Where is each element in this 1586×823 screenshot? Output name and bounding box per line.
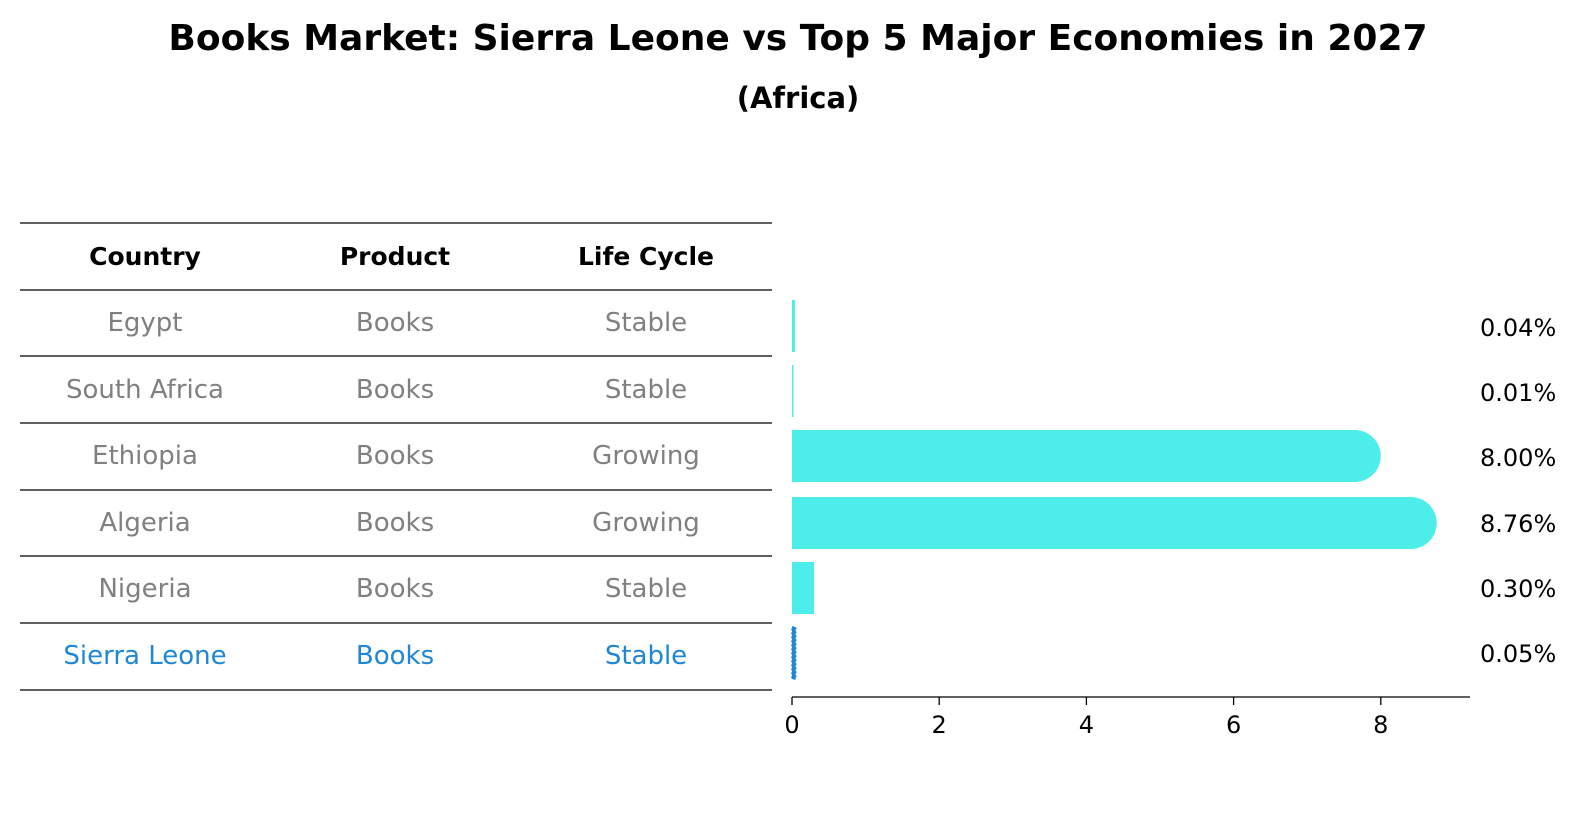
- table-cell: Books: [356, 508, 434, 538]
- table-header: Life Cycle: [578, 242, 714, 271]
- table-cell: Egypt: [107, 308, 182, 338]
- table-cell: Nigeria: [98, 574, 191, 604]
- value-labels: 0.04% 0.01% 8.00% 8.76% 0.30% 0.05%: [1480, 314, 1556, 668]
- x-tick-label: 6: [1226, 711, 1241, 739]
- value-label: 0.30%: [1480, 575, 1556, 603]
- x-tick-label: 0: [784, 711, 799, 739]
- table-cell: South Africa: [66, 375, 224, 405]
- table-cell: Ethiopia: [92, 441, 198, 471]
- value-label: 0.01%: [1480, 379, 1556, 407]
- table-cell: Books: [356, 308, 434, 338]
- value-label: 8.76%: [1480, 510, 1556, 538]
- bar-nigeria: [792, 562, 815, 614]
- x-tick-label: 2: [932, 711, 947, 739]
- value-label: 8.00%: [1480, 444, 1556, 472]
- chart-title: Books Market: Sierra Leone vs Top 5 Majo…: [168, 18, 1427, 59]
- bar-sierra-leone: [791, 626, 797, 680]
- chart-subtitle: (Africa): [737, 81, 860, 115]
- value-label: 0.04%: [1480, 314, 1556, 342]
- bar-ethiopia: [792, 430, 1381, 482]
- bar-algeria: [792, 497, 1437, 549]
- table-cell: Growing: [592, 441, 700, 471]
- table-cell: Books: [356, 641, 434, 671]
- x-tick-label: 4: [1079, 711, 1094, 739]
- x-axis: 0 2 4 6 8: [784, 696, 1470, 739]
- table-cell: Stable: [605, 641, 687, 671]
- table-cell: Books: [356, 441, 434, 471]
- table-cell: Growing: [592, 508, 700, 538]
- bar-south-africa: [792, 365, 794, 417]
- x-tick-label: 8: [1373, 711, 1388, 739]
- bar-series: [791, 300, 1437, 680]
- table-header: Product: [340, 242, 450, 271]
- table-cell: Stable: [605, 308, 687, 338]
- value-label: 0.05%: [1480, 640, 1556, 668]
- data-table: Country Product Life Cycle Egypt Books Stable…: [20, 222, 772, 691]
- table-cell: Books: [356, 375, 434, 405]
- table-header: Country: [89, 242, 201, 271]
- table-cell: Books: [356, 574, 434, 604]
- table-cell: Algeria: [99, 508, 190, 538]
- table-cell: Stable: [605, 375, 687, 405]
- table-cell: Stable: [605, 574, 687, 604]
- table-cell: Sierra Leone: [63, 641, 226, 671]
- bar-egypt: [792, 300, 795, 352]
